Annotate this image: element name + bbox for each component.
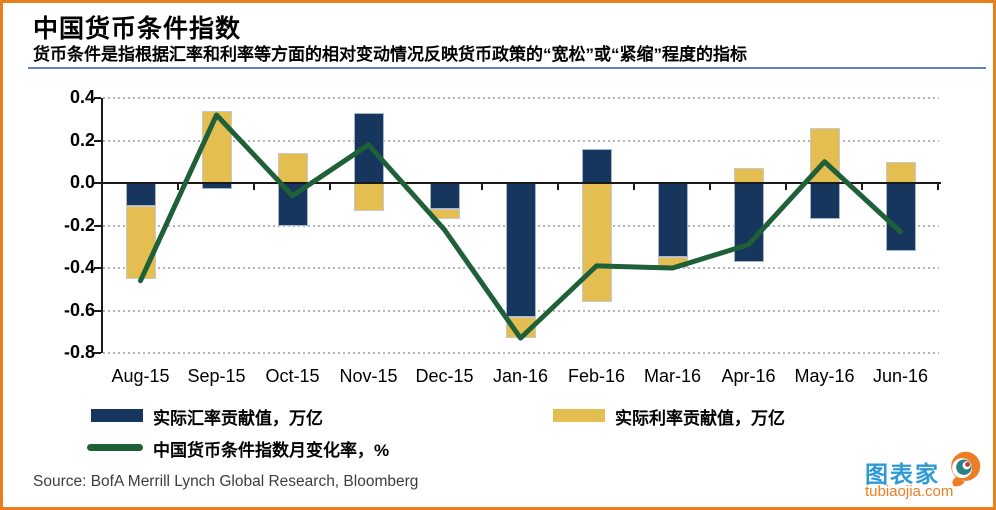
legend-label-interest-rate: 实际利率贡献值，万亿 <box>615 409 785 428</box>
x-tick-label: Aug-15 <box>111 366 170 386</box>
y-tick-label: -0.6 <box>63 299 95 320</box>
x-axis-tick <box>937 184 939 190</box>
x-axis-tick <box>633 184 635 190</box>
x-tick-label: Jun-16 <box>872 366 929 386</box>
brand-url: tubiaojia.com <box>865 483 954 500</box>
legend-swatch-interest-rate <box>553 409 605 422</box>
y-axis-tick <box>94 139 101 142</box>
x-axis-tick <box>709 184 711 190</box>
y-axis-tick <box>94 267 101 269</box>
brand-logo-icon <box>943 449 983 494</box>
x-tick-label: Nov-15 <box>339 366 398 386</box>
y-tick-label: -0.2 <box>63 214 95 235</box>
y-axis-tick <box>94 309 101 312</box>
x-axis-tick <box>329 184 331 190</box>
source-note: Source: BofA Merrill Lynch Global Resear… <box>33 473 419 490</box>
legend-label-exchange-rate: 实际汇率贡献值，万亿 <box>153 409 323 428</box>
x-axis-tick <box>177 184 179 190</box>
header-divider <box>28 67 986 69</box>
y-axis-tick <box>94 224 101 227</box>
page-subtitle: 货币条件是指根据汇率和利率等方面的相对变动情况反映货币政策的“宽松”或“紧缩”程… <box>33 45 747 64</box>
y-tick-label: -0.8 <box>63 342 95 362</box>
legend-swatch-mci-line <box>87 444 143 451</box>
y-tick-label: 0.0 <box>69 172 95 192</box>
brand-block: 图表家 tubiaojia.com <box>865 449 985 505</box>
x-axis-tick <box>557 184 559 190</box>
x-axis-tick <box>481 184 483 190</box>
plot-area <box>94 97 941 354</box>
x-tick-label: Apr-16 <box>721 366 776 386</box>
legend-label-mci-line: 中国货币条件指数月变化率，% <box>153 441 390 460</box>
bar-exchange-rate <box>809 183 840 220</box>
bar-interest-rate <box>277 153 308 183</box>
x-axis-tick <box>785 184 787 190</box>
y-axis-tick <box>94 97 101 99</box>
y-axis-tick <box>94 352 101 354</box>
bar-exchange-rate <box>657 183 688 258</box>
x-axis-tick <box>253 184 255 190</box>
zero-axis-line <box>99 182 941 184</box>
bar-interest-rate <box>581 183 612 302</box>
x-tick-label: Oct-15 <box>265 366 320 386</box>
y-axis-line <box>101 98 103 353</box>
x-tick-label: May-16 <box>794 366 855 386</box>
x-tick-label: Mar-16 <box>643 366 701 386</box>
gridline <box>103 139 939 142</box>
x-tick-label: Dec-15 <box>415 366 474 386</box>
page-title: 中国货币条件指数 <box>33 15 242 43</box>
x-axis-tick <box>101 184 103 190</box>
y-tick-label: 0.4 <box>69 87 95 107</box>
legend-swatch-exchange-rate <box>91 409 143 422</box>
mci-line-series <box>138 112 903 341</box>
y-axis-tick <box>94 182 101 184</box>
y-tick-label: -0.4 <box>63 257 95 277</box>
x-axis-tick <box>861 184 863 190</box>
x-tick-label: Feb-16 <box>567 366 626 386</box>
x-tick-label: Sep-15 <box>187 366 246 386</box>
brand-name: 图表家 <box>865 461 940 487</box>
gridline <box>103 97 939 99</box>
gridline <box>103 352 939 354</box>
bar-exchange-rate <box>505 183 536 317</box>
x-tick-label: Jan-16 <box>492 366 549 386</box>
y-tick-label: 0.2 <box>69 129 95 150</box>
